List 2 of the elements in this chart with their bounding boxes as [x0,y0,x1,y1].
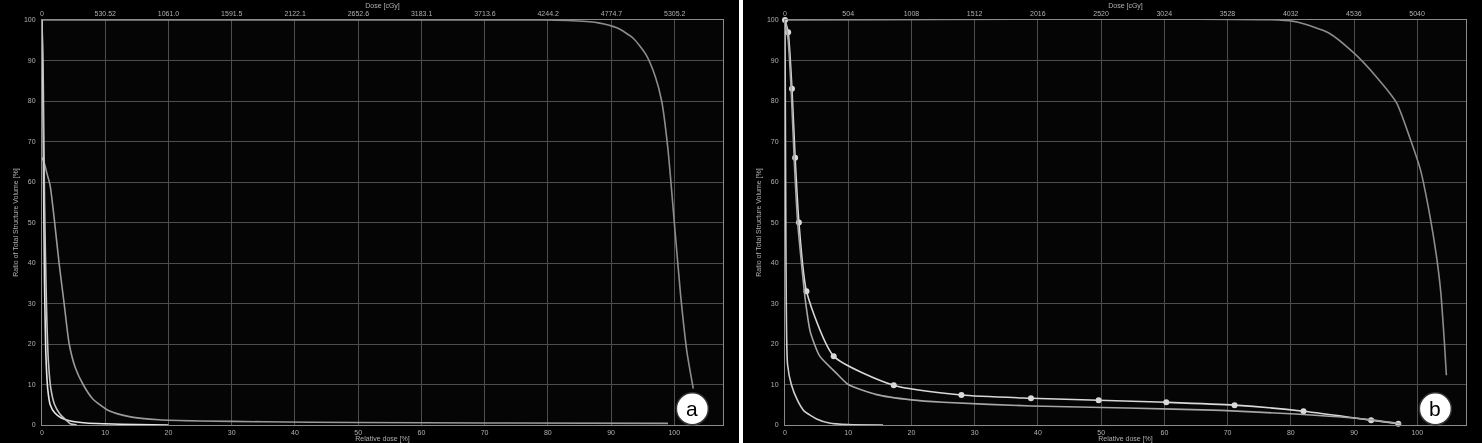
annotation: b [1429,397,1441,420]
annotation: a [686,397,698,420]
